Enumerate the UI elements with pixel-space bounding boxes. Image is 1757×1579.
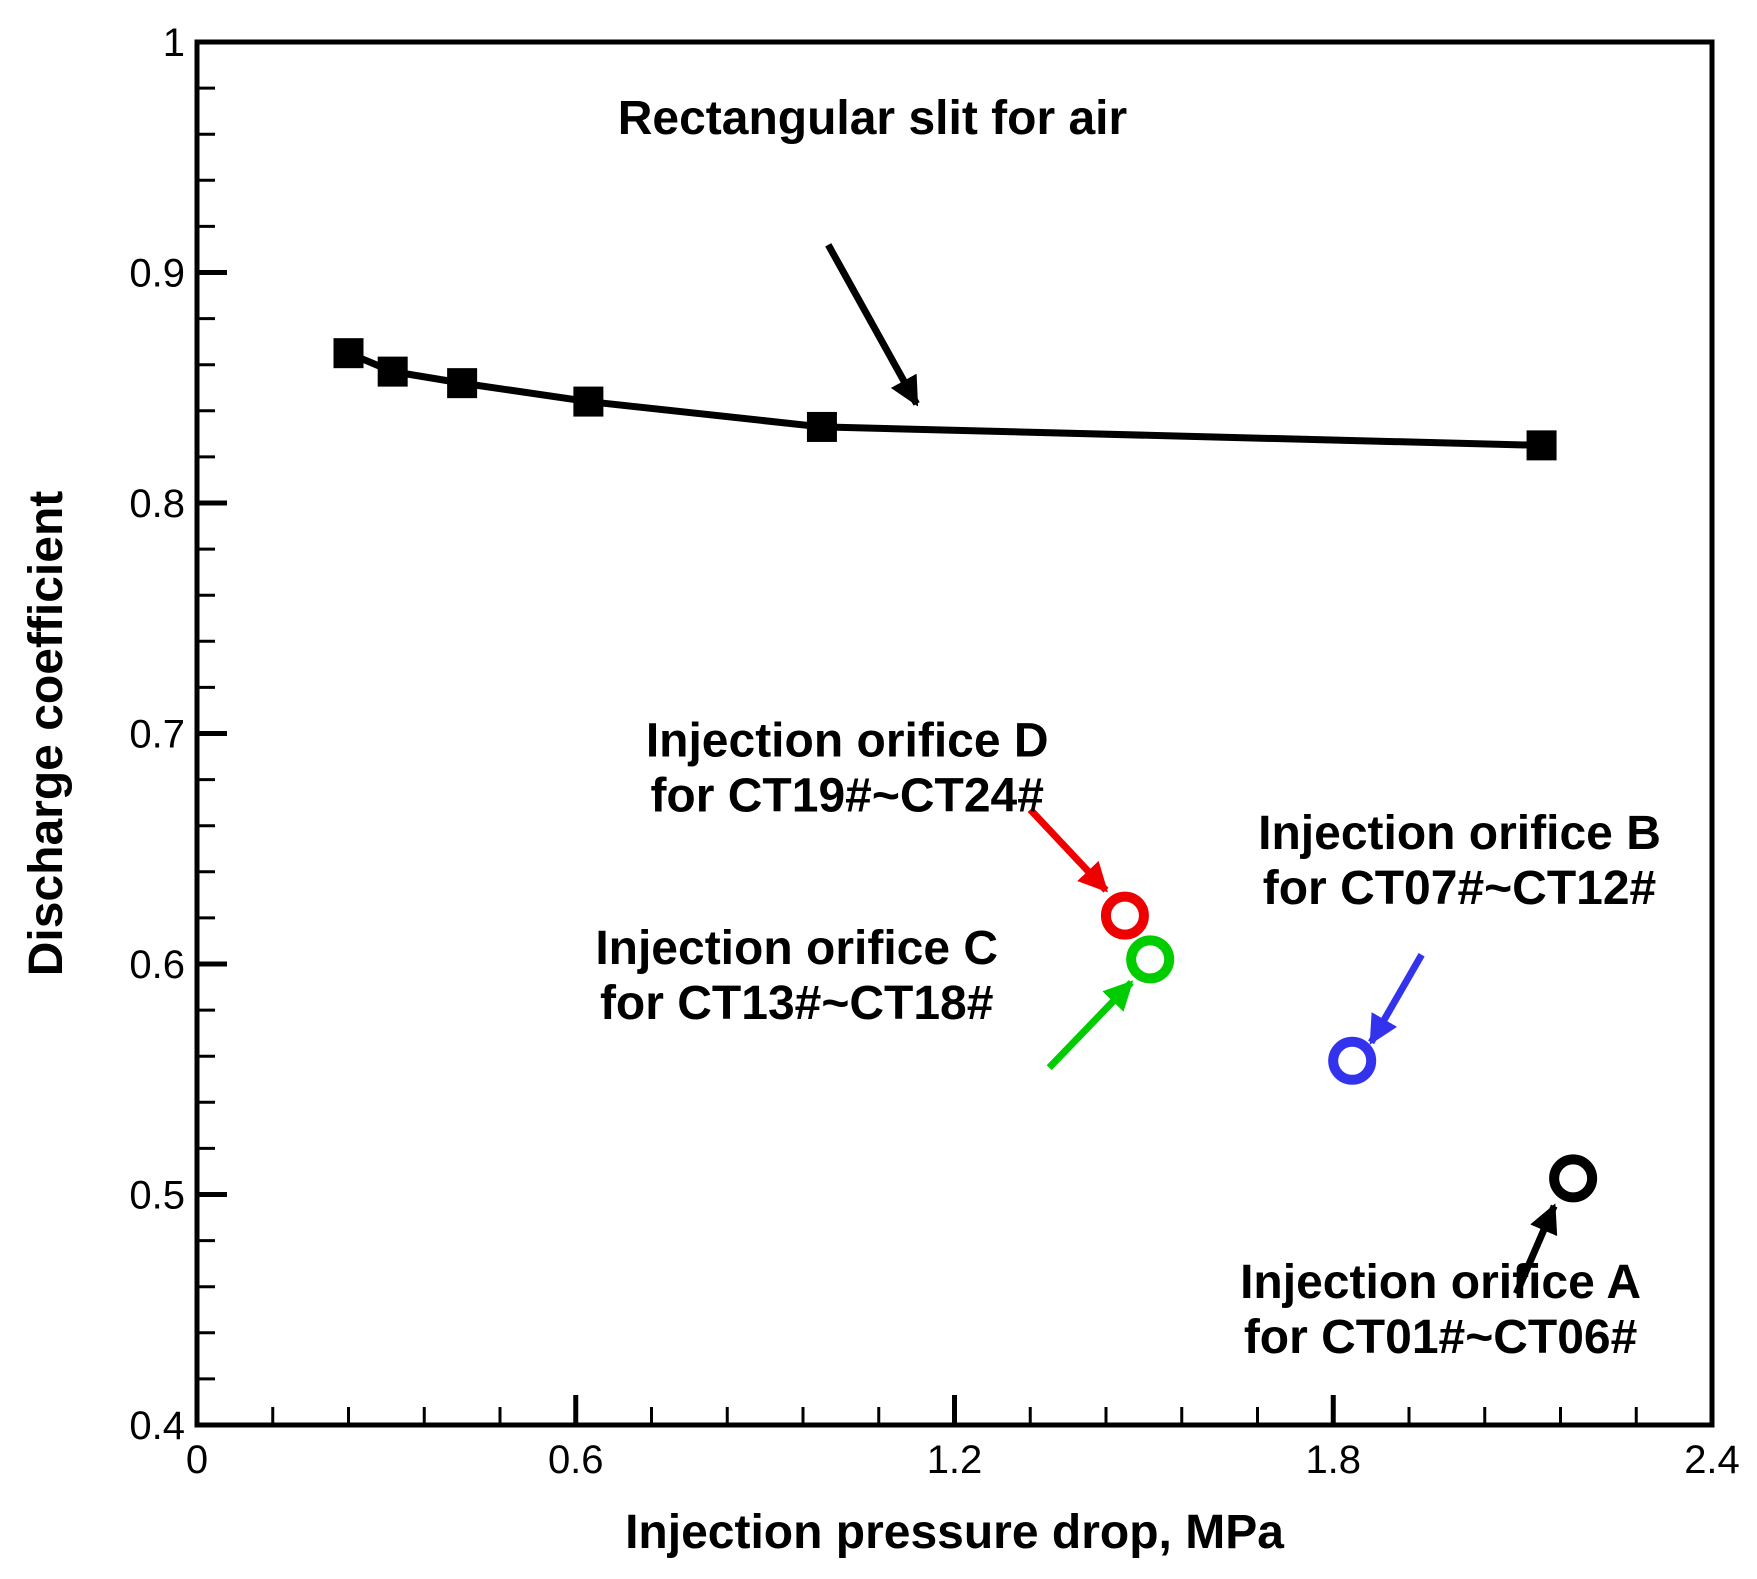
annotation-arrow (1513, 1203, 1558, 1296)
axes-layer: 0 0.6 1.2 1.8 2.4 0.4 0.5 0.6 0.7 0.8 0.9 1 Injectio… (20, 21, 1740, 1559)
y-tick-label: 0.6 (129, 943, 185, 987)
annotation-arrow (1046, 980, 1134, 1071)
y-tick-label: 0.7 (129, 713, 185, 757)
annotation-label: Injection orifice A (1240, 1256, 1641, 1309)
y-tick-label: 0.4 (129, 1404, 185, 1448)
data-point-square (1526, 430, 1557, 461)
y-tick-label: 0.9 (129, 252, 185, 296)
annotation-label: Injection orifice C (595, 922, 998, 975)
data-point-square (806, 411, 837, 442)
data-point-circle (1126, 935, 1175, 984)
data-point-circle (1549, 1154, 1598, 1203)
x-tick-label: 1.8 (1305, 1438, 1361, 1482)
annotation-label: for CT19#~CT24# (650, 770, 1044, 823)
annotation-arrow (825, 243, 920, 407)
annotation-label: for CT13#~CT18# (600, 977, 994, 1030)
x-tick-label: 0.6 (548, 1438, 604, 1482)
y-tick-label: 0.8 (129, 482, 185, 526)
y-axis-title: Discharge coefficient (20, 491, 73, 977)
series-layer (333, 338, 1598, 1203)
annotation-label: Injection orifice D (646, 715, 1049, 768)
data-point-square (573, 386, 604, 417)
annotation-layer: Rectangular slit for air Injection orific… (595, 92, 1661, 1364)
x-tick-label: 1.2 (927, 1438, 983, 1482)
data-point-square (377, 356, 408, 387)
y-tick-label: 1 (163, 21, 185, 65)
x-tick-label: 0 (186, 1438, 208, 1482)
data-point-circle (1328, 1036, 1377, 1085)
annotation-label: for CT07#~CT12# (1263, 862, 1657, 915)
annotation-label: Injection orifice B (1258, 807, 1661, 860)
data-point-square (447, 368, 478, 399)
annotation-arrow (1027, 807, 1109, 893)
x-axis-title: Injection pressure drop, MPa (625, 1506, 1284, 1559)
x-tick-label: 2.4 (1684, 1438, 1740, 1482)
data-point-circle (1100, 891, 1149, 940)
annotation-label: for CT01#~CT06# (1244, 1311, 1638, 1364)
series-line (347, 349, 1542, 449)
annotation-label: Rectangular slit for air (618, 92, 1127, 145)
annotation-arrow (1368, 953, 1425, 1045)
y-tick-label: 0.5 (129, 1174, 185, 1218)
data-point-square (333, 338, 364, 369)
